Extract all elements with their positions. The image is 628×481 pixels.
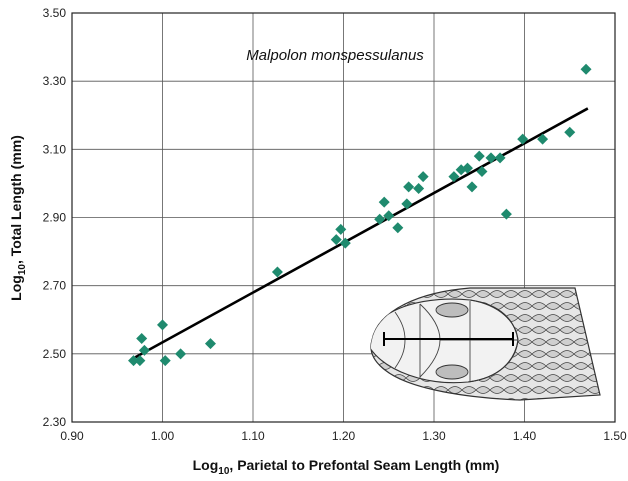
x-tick-label: 1.20 (332, 429, 356, 443)
data-point (537, 133, 549, 145)
x-tick-label: 1.00 (151, 429, 175, 443)
data-point (461, 162, 473, 174)
data-point (392, 222, 404, 234)
data-point (466, 181, 478, 193)
data-point (271, 266, 283, 278)
x-tick-label: 1.30 (422, 429, 446, 443)
data-point (494, 152, 506, 164)
data-point (330, 234, 342, 246)
x-tick-label: 0.90 (60, 429, 84, 443)
data-point (401, 198, 413, 210)
data-point (517, 133, 529, 145)
y-axis-label: Log10, Total Length (mm) (8, 135, 28, 301)
data-point (339, 237, 351, 249)
snake-head-illustration (370, 287, 601, 401)
x-tick-label: 1.40 (513, 429, 537, 443)
data-point (500, 208, 512, 220)
data-point (383, 210, 395, 222)
y-tick-label: 2.50 (43, 347, 67, 361)
data-point (159, 355, 171, 367)
data-point (134, 355, 146, 367)
data-point (413, 183, 425, 195)
data-point (138, 344, 150, 356)
data-point (175, 348, 187, 360)
y-tick-label: 3.30 (43, 74, 67, 88)
data-point (448, 171, 460, 183)
data-point (204, 338, 216, 350)
data-point (335, 223, 347, 235)
y-tick-label: 3.50 (43, 6, 67, 20)
chart-title: Malpolon monspessulanus (246, 47, 424, 64)
data-point (136, 332, 148, 344)
x-axis-label: Log10, Parietal to Prefontal Seam Length… (193, 457, 500, 477)
data-point (564, 126, 576, 138)
data-point (485, 152, 497, 164)
data-point (580, 63, 592, 75)
y-tick-label: 3.10 (43, 142, 67, 156)
data-points (128, 63, 592, 367)
data-point (417, 171, 429, 183)
plot-frame (71, 12, 616, 423)
data-point (157, 319, 168, 331)
x-tick-label: 1.10 (241, 429, 265, 443)
regression-line (134, 107, 589, 359)
data-point (473, 150, 485, 162)
data-point (128, 355, 140, 367)
x-tick-label: 1.50 (603, 429, 627, 443)
data-point (403, 181, 415, 193)
tick-labels: 0.90 1.00 1.10 1.20 1.30 1.40 1.50 2.30 2.50 2.70… (43, 6, 627, 443)
data-point (378, 196, 390, 208)
y-tick-label: 2.90 (43, 211, 67, 225)
data-point (476, 165, 488, 177)
y-tick-label: 2.70 (43, 279, 67, 293)
data-point (374, 213, 386, 225)
y-tick-label: 2.30 (43, 415, 67, 429)
